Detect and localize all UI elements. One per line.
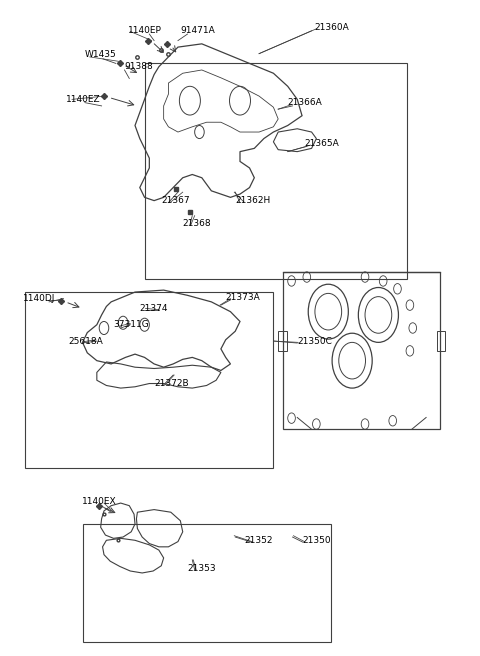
Bar (144, 64, 407, 279)
Text: 21360A: 21360A (314, 23, 348, 32)
Text: 1140DJ: 1140DJ (23, 294, 55, 303)
Text: 25618A: 25618A (68, 337, 103, 346)
Bar (278, 331, 287, 351)
Bar (83, 524, 331, 642)
Bar (283, 272, 441, 429)
Text: 21374: 21374 (140, 304, 168, 313)
Text: 91388: 91388 (124, 62, 153, 72)
Text: 21362H: 21362H (235, 196, 270, 205)
Text: 1140EX: 1140EX (82, 497, 116, 506)
Text: 91471A: 91471A (180, 26, 215, 35)
Text: W1435: W1435 (85, 51, 117, 60)
Text: 21373A: 21373A (226, 293, 261, 302)
Text: 1140EP: 1140EP (128, 26, 162, 35)
Text: 37311G: 37311G (114, 320, 149, 329)
Text: 21350: 21350 (302, 536, 331, 544)
Text: 21350C: 21350C (297, 337, 332, 346)
Text: 21353: 21353 (188, 564, 216, 573)
Bar (437, 331, 445, 351)
Text: 1140EZ: 1140EZ (66, 95, 100, 104)
Text: 21368: 21368 (183, 219, 211, 228)
Text: 21365A: 21365A (304, 139, 339, 148)
Bar (25, 292, 274, 468)
Text: 21352: 21352 (245, 536, 273, 544)
Text: 21372B: 21372B (154, 379, 189, 388)
Text: 21366A: 21366A (288, 98, 323, 107)
Text: 21367: 21367 (161, 196, 190, 205)
